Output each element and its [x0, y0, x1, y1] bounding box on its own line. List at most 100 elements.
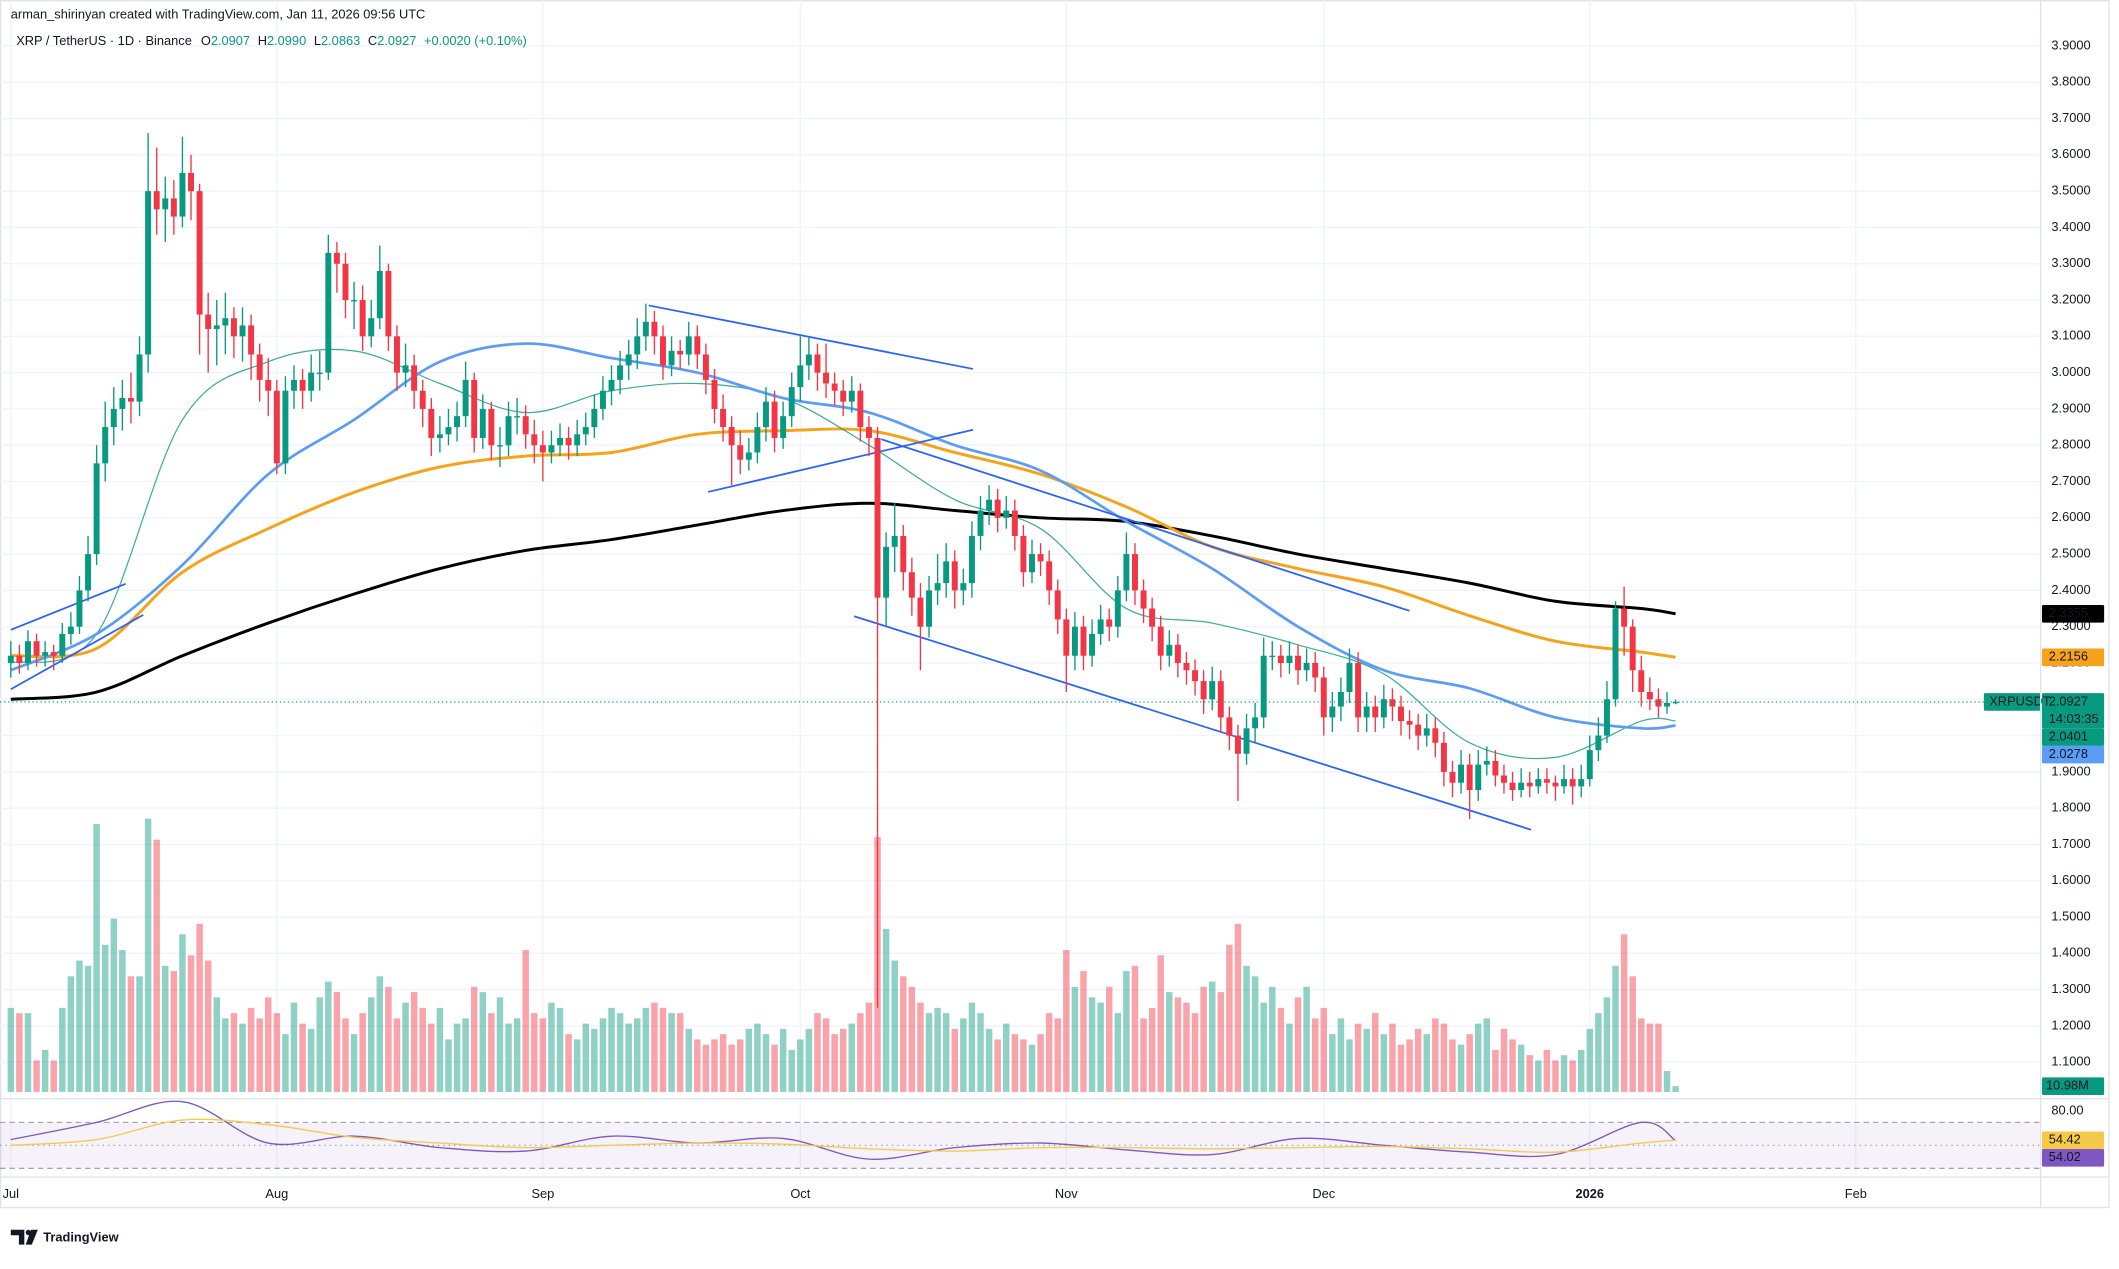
- volume-bar: [1655, 1023, 1662, 1092]
- candle-body: [1089, 633, 1096, 656]
- footer-brand: TradingView: [43, 1229, 118, 1244]
- y-tick-label: 3.9000: [2051, 37, 2090, 52]
- volume-bar: [513, 1018, 521, 1092]
- candle-body: [531, 434, 538, 446]
- candle-body: [222, 318, 229, 326]
- candle-body: [1346, 662, 1353, 693]
- candle-body: [385, 270, 392, 337]
- candle-body: [1020, 535, 1027, 573]
- volume-bar: [1492, 1049, 1499, 1092]
- candle-body: [1543, 779, 1550, 783]
- volume-bar: [1140, 1018, 1147, 1092]
- volume-bar: [1440, 1023, 1448, 1092]
- candle-body: [668, 350, 675, 366]
- volume-bar: [1243, 965, 1250, 1092]
- candle-body: [239, 325, 246, 337]
- volume-bar: [1131, 965, 1139, 1092]
- volume-bar: [1346, 1039, 1353, 1092]
- volume-bar: [1157, 955, 1164, 1092]
- volume-bar: [960, 1018, 967, 1092]
- candle-body: [685, 336, 692, 355]
- legend-value: 2.0863: [321, 33, 360, 48]
- volume-label-box: [2041, 1077, 2105, 1095]
- volume-bar: [522, 950, 529, 1092]
- volume-bar: [1543, 1049, 1551, 1092]
- candle-body: [840, 390, 847, 402]
- candle-body: [42, 652, 49, 656]
- volume-bar: [1372, 1013, 1379, 1092]
- y-tick-label: 1.2000: [2051, 1017, 2090, 1032]
- volume-bar: [659, 1007, 667, 1092]
- candle-body: [900, 535, 907, 573]
- candle-body: [771, 401, 778, 438]
- volume-pane: [7, 818, 1679, 1092]
- volume-bar: [1105, 986, 1113, 1092]
- volume-bar: [1663, 1070, 1671, 1092]
- candle-body: [153, 191, 160, 210]
- volume-bar: [942, 1013, 950, 1092]
- candle-body: [411, 365, 418, 391]
- y-tick-label: 3.1000: [2051, 328, 2090, 343]
- volume-bar: [196, 923, 203, 1092]
- volume-bar: [1509, 1039, 1516, 1092]
- volume-bar: [822, 1018, 830, 1092]
- candle-body: [1406, 721, 1413, 725]
- y-tick-label: 1.1000: [2051, 1054, 2090, 1069]
- candle-body: [831, 383, 838, 391]
- y-tick-label: 2.8000: [2051, 437, 2090, 452]
- volume-bar: [59, 1007, 66, 1092]
- volume-bar: [865, 1002, 873, 1092]
- legend-key: L: [314, 33, 321, 48]
- volume-bar: [1363, 1028, 1370, 1092]
- volume-bar: [1620, 934, 1628, 1092]
- volume-bar: [762, 1034, 770, 1092]
- volume-bar: [402, 1002, 409, 1092]
- volume-bar: [445, 1039, 452, 1092]
- candle-body: [1200, 681, 1207, 700]
- volume-bar: [1226, 944, 1233, 1092]
- x-tick-label: Oct: [790, 1186, 810, 1201]
- rsi-pane: [0, 1100, 2041, 1169]
- volume-bar: [848, 1023, 856, 1092]
- volume-bar: [307, 1028, 315, 1092]
- y-tick-label: 3.6000: [2051, 146, 2090, 161]
- x-tick-label: Feb: [1845, 1186, 1867, 1201]
- volume-bar: [1200, 986, 1207, 1092]
- volume-bar: [76, 960, 83, 1092]
- volume-bar: [273, 1013, 281, 1092]
- candle-body: [720, 408, 727, 428]
- candle-body: [1423, 728, 1430, 736]
- volume-bar: [728, 1044, 735, 1092]
- volume-bar: [634, 1018, 641, 1092]
- volume-bar: [127, 976, 135, 1092]
- moving-average: [10, 501, 1676, 701]
- volume-bar: [376, 976, 384, 1092]
- candle-body: [1552, 782, 1559, 787]
- candle-body: [677, 350, 684, 355]
- candle-body: [1260, 655, 1267, 718]
- volume-bar: [711, 1039, 718, 1092]
- candle-body: [1226, 717, 1233, 736]
- candle-body: [359, 300, 366, 337]
- candle-body: [462, 379, 469, 417]
- volume-bar: [333, 992, 341, 1092]
- volume-bar: [1269, 986, 1276, 1092]
- volume-bar: [496, 997, 504, 1092]
- volume-bar: [93, 823, 100, 1092]
- candle-body: [1355, 662, 1362, 718]
- volume-bar: [736, 1039, 744, 1092]
- candle-body: [1003, 510, 1010, 518]
- volume-bar: [1397, 1044, 1405, 1092]
- candle-body: [1638, 670, 1645, 693]
- volume-bar: [316, 997, 323, 1092]
- volume-bar: [1020, 1039, 1027, 1092]
- candle-body: [1174, 644, 1181, 663]
- candle-body: [1475, 764, 1482, 791]
- candle-body: [1337, 692, 1344, 707]
- candle-body: [162, 198, 169, 210]
- candle-body: [273, 390, 280, 464]
- candle-body: [960, 583, 967, 591]
- volume-bar: [1432, 1018, 1439, 1092]
- y-tick-label: 3.8000: [2051, 74, 2090, 89]
- candle-body: [50, 652, 57, 656]
